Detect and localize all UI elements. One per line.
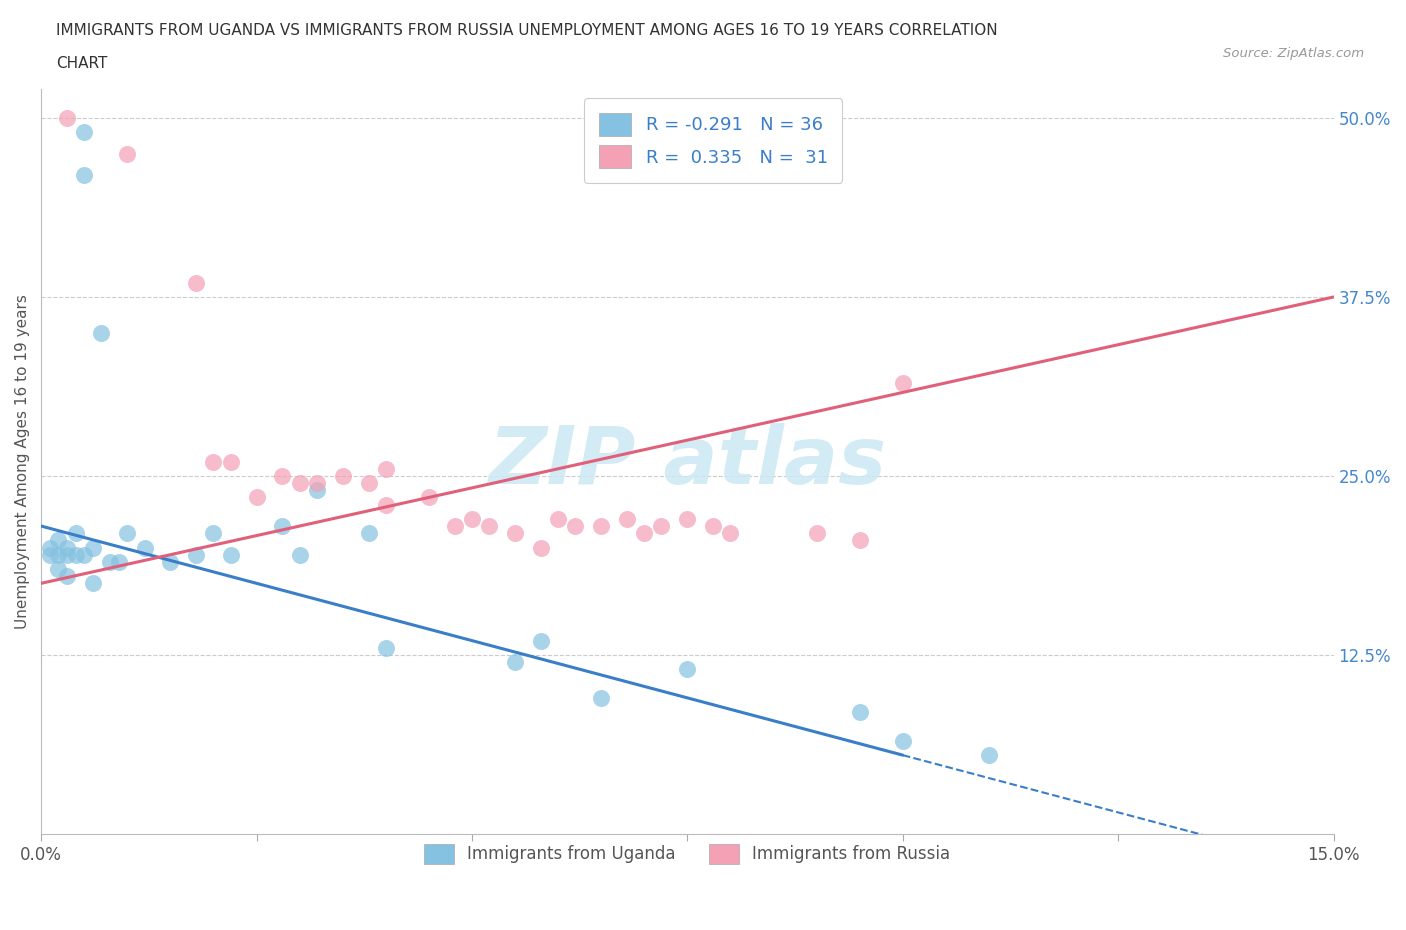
Point <box>186 547 208 562</box>
Point <box>202 454 225 469</box>
Legend: Immigrants from Uganda, Immigrants from Russia: Immigrants from Uganda, Immigrants from … <box>418 838 957 870</box>
Point <box>633 525 655 540</box>
Text: IMMIGRANTS FROM UGANDA VS IMMIGRANTS FROM RUSSIA UNEMPLOYMENT AMONG AGES 16 TO 1: IMMIGRANTS FROM UGANDA VS IMMIGRANTS FRO… <box>56 23 998 38</box>
Point <box>374 641 396 656</box>
Point <box>65 525 87 540</box>
Point <box>374 461 396 476</box>
Point <box>159 554 181 569</box>
Point <box>271 469 294 484</box>
Point <box>56 540 79 555</box>
Point <box>305 483 328 498</box>
Point <box>547 512 569 526</box>
Point <box>591 690 613 705</box>
Text: Source: ZipAtlas.com: Source: ZipAtlas.com <box>1223 46 1364 60</box>
Y-axis label: Unemployment Among Ages 16 to 19 years: Unemployment Among Ages 16 to 19 years <box>15 294 30 629</box>
Point <box>46 562 69 577</box>
Text: ZIP atlas: ZIP atlas <box>488 422 886 500</box>
Point <box>332 469 354 484</box>
Point <box>676 662 699 677</box>
Point <box>117 146 139 161</box>
Point <box>891 734 914 749</box>
Point <box>73 125 96 140</box>
Point <box>891 376 914 391</box>
Point <box>530 540 553 555</box>
Point <box>219 547 242 562</box>
Point <box>478 519 501 534</box>
Point <box>219 454 242 469</box>
Point <box>98 554 121 569</box>
Point <box>202 525 225 540</box>
Point <box>82 576 104 591</box>
Point <box>374 498 396 512</box>
Point <box>90 326 112 340</box>
Point <box>56 547 79 562</box>
Point <box>503 525 526 540</box>
Point <box>718 525 741 540</box>
Point <box>848 533 870 548</box>
Point <box>56 111 79 126</box>
Point <box>530 633 553 648</box>
Point <box>245 490 267 505</box>
Point <box>46 533 69 548</box>
Point <box>107 554 129 569</box>
Point <box>357 525 380 540</box>
Point <box>46 547 69 562</box>
Point <box>38 547 60 562</box>
Point <box>186 275 208 290</box>
Point <box>977 748 1000 763</box>
Point <box>616 512 638 526</box>
Point <box>56 569 79 584</box>
Point <box>288 475 311 490</box>
Point <box>305 475 328 490</box>
Point <box>82 540 104 555</box>
Point <box>288 547 311 562</box>
Point <box>676 512 699 526</box>
Point <box>461 512 484 526</box>
Point <box>591 519 613 534</box>
Point <box>73 167 96 182</box>
Point <box>650 519 672 534</box>
Point <box>38 540 60 555</box>
Point <box>564 519 586 534</box>
Point <box>271 519 294 534</box>
Point <box>73 547 96 562</box>
Point <box>117 525 139 540</box>
Point <box>418 490 440 505</box>
Point <box>806 525 828 540</box>
Point <box>357 475 380 490</box>
Point <box>503 655 526 670</box>
Point <box>848 705 870 720</box>
Point <box>134 540 156 555</box>
Point <box>443 519 465 534</box>
Text: CHART: CHART <box>56 56 108 71</box>
Point <box>702 519 724 534</box>
Point <box>65 547 87 562</box>
